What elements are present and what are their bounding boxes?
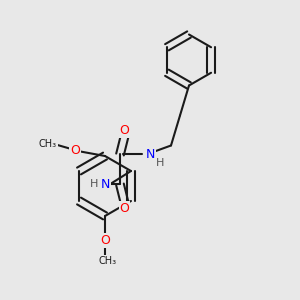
Text: O: O xyxy=(70,143,80,157)
Text: H: H xyxy=(90,179,99,190)
Text: N: N xyxy=(145,148,155,161)
Text: H: H xyxy=(156,158,165,169)
Text: CH₃: CH₃ xyxy=(39,139,57,149)
Text: CH₃: CH₃ xyxy=(99,256,117,266)
Text: O: O xyxy=(120,202,129,215)
Text: O: O xyxy=(120,124,129,137)
Text: N: N xyxy=(100,178,110,191)
Text: O: O xyxy=(100,233,110,247)
